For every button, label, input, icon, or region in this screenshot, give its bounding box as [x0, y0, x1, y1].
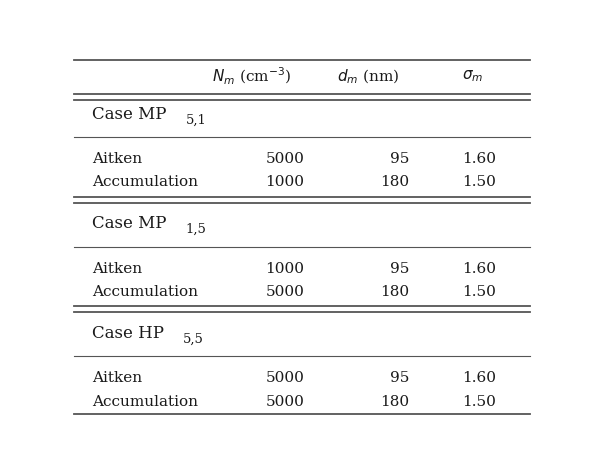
Text: 1000: 1000	[265, 175, 304, 189]
Text: $N_m$ (cm$^{-3}$): $N_m$ (cm$^{-3}$)	[212, 66, 291, 87]
Text: 1.60: 1.60	[462, 371, 496, 386]
Text: 5000: 5000	[265, 371, 304, 386]
Text: Case MP: Case MP	[92, 106, 166, 123]
Text: 5,5: 5,5	[183, 333, 204, 346]
Text: 180: 180	[380, 285, 409, 299]
Text: 180: 180	[380, 394, 409, 408]
Text: $d_m$ (nm): $d_m$ (nm)	[337, 67, 399, 86]
Text: Aitken: Aitken	[92, 262, 142, 275]
Text: 1.60: 1.60	[462, 151, 496, 166]
Text: 1,5: 1,5	[186, 223, 206, 235]
Text: Case MP: Case MP	[92, 215, 166, 232]
Text: 95: 95	[390, 371, 409, 386]
Text: 5,1: 5,1	[186, 114, 206, 127]
Text: 95: 95	[390, 151, 409, 166]
Text: $\sigma_m$: $\sigma_m$	[462, 68, 484, 84]
Text: 95: 95	[390, 262, 409, 275]
Text: Accumulation: Accumulation	[92, 285, 198, 299]
Text: Aitken: Aitken	[92, 151, 142, 166]
Text: 1000: 1000	[265, 262, 304, 275]
Text: 1.50: 1.50	[462, 394, 496, 408]
Text: Case HP: Case HP	[92, 325, 164, 342]
Text: Accumulation: Accumulation	[92, 175, 198, 189]
Text: Accumulation: Accumulation	[92, 394, 198, 408]
Text: 1.50: 1.50	[462, 175, 496, 189]
Text: 5000: 5000	[265, 394, 304, 408]
Text: 1.60: 1.60	[462, 262, 496, 275]
Text: Aitken: Aitken	[92, 371, 142, 386]
Text: 180: 180	[380, 175, 409, 189]
Text: 5000: 5000	[265, 285, 304, 299]
Text: 5000: 5000	[265, 151, 304, 166]
Text: 1.50: 1.50	[462, 285, 496, 299]
